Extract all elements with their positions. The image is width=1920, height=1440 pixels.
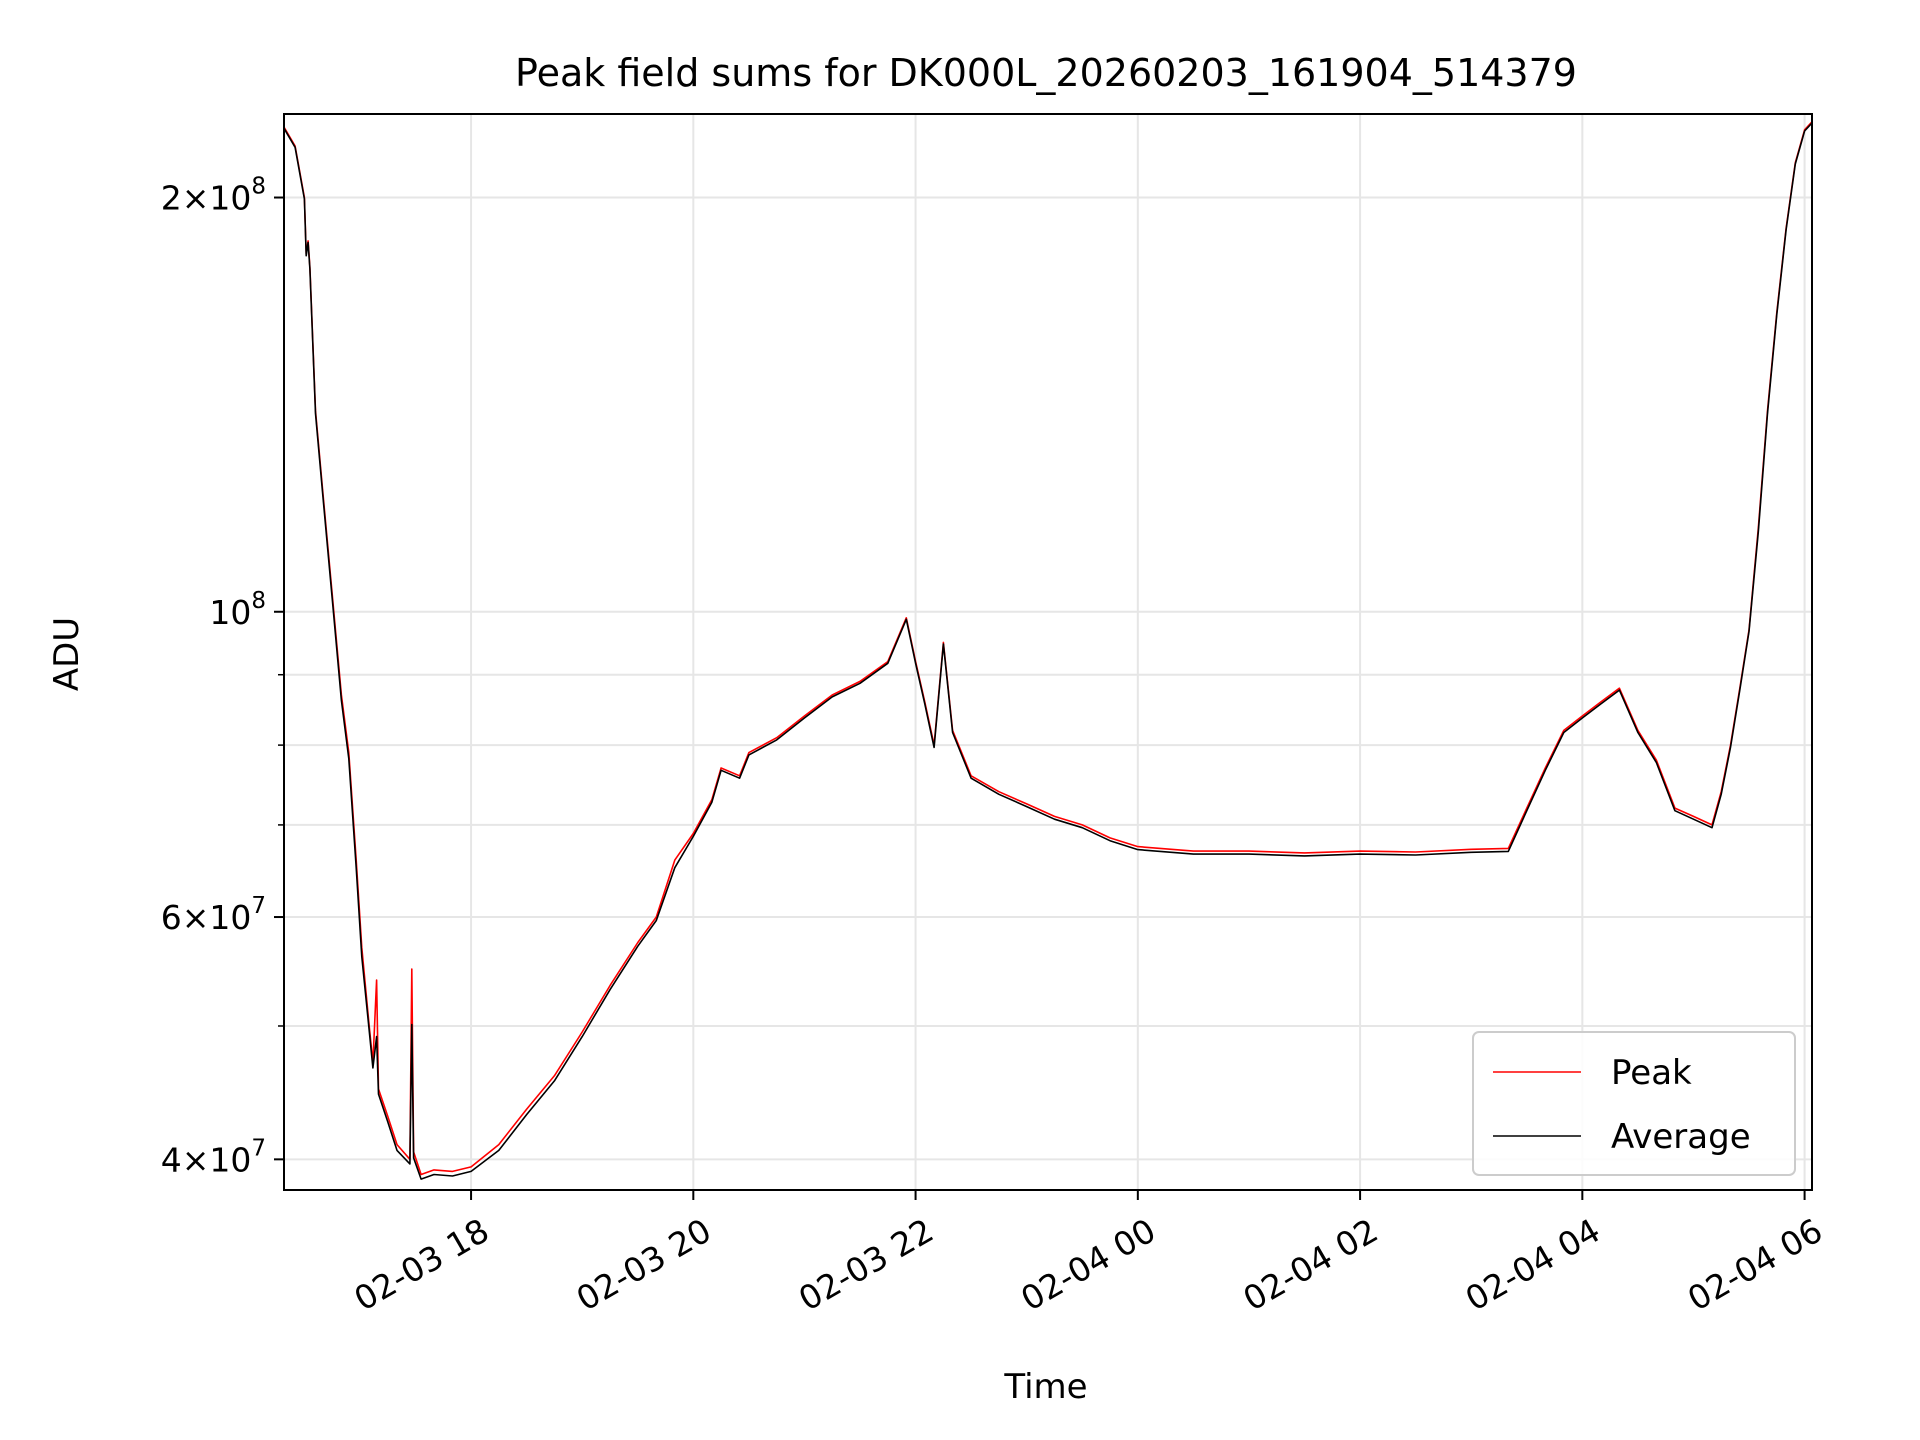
plot-frame bbox=[283, 113, 1813, 1191]
y-tick-exponent: 8 bbox=[251, 174, 266, 200]
y-tick-exponent: 7 bbox=[251, 1135, 266, 1161]
chart-title: Peak field sums for DK000L_20260203_1619… bbox=[515, 51, 1577, 95]
series-line-average bbox=[283, 122, 1813, 1180]
y-tick-label: 4×107 bbox=[161, 1135, 266, 1179]
y-tick-exponent: 8 bbox=[251, 588, 266, 614]
series-line-peak bbox=[283, 121, 1813, 1176]
y-axis-label: ADU bbox=[47, 617, 87, 691]
y-tick-label: 108 bbox=[209, 588, 266, 632]
legend-label-peak: Peak bbox=[1611, 1053, 1692, 1093]
y-tick-exponent: 7 bbox=[251, 893, 266, 919]
y-tick-label: 2×108 bbox=[161, 174, 266, 218]
y-tick-times: × bbox=[182, 179, 210, 218]
y-tick-mantissa: 6 bbox=[161, 898, 182, 937]
y-tick-mantissa: 2 bbox=[161, 179, 182, 218]
y-tick-mantissa: 4 bbox=[161, 1140, 182, 1179]
legend-box bbox=[1472, 1031, 1796, 1176]
y-tick-times: × bbox=[182, 1140, 210, 1179]
y-tick-base: 10 bbox=[209, 898, 251, 937]
y-tick-base: 10 bbox=[209, 179, 251, 218]
y-tick-base: 10 bbox=[209, 593, 251, 632]
y-tick-base: 10 bbox=[209, 1140, 251, 1179]
data-lines bbox=[283, 121, 1813, 1180]
y-tick-label: 6×107 bbox=[161, 893, 266, 937]
x-axis-label: Time bbox=[1003, 1367, 1087, 1407]
y-tick-times: × bbox=[182, 898, 210, 937]
legend-label-average: Average bbox=[1611, 1117, 1751, 1157]
legend: Peak Average bbox=[1472, 1031, 1796, 1176]
